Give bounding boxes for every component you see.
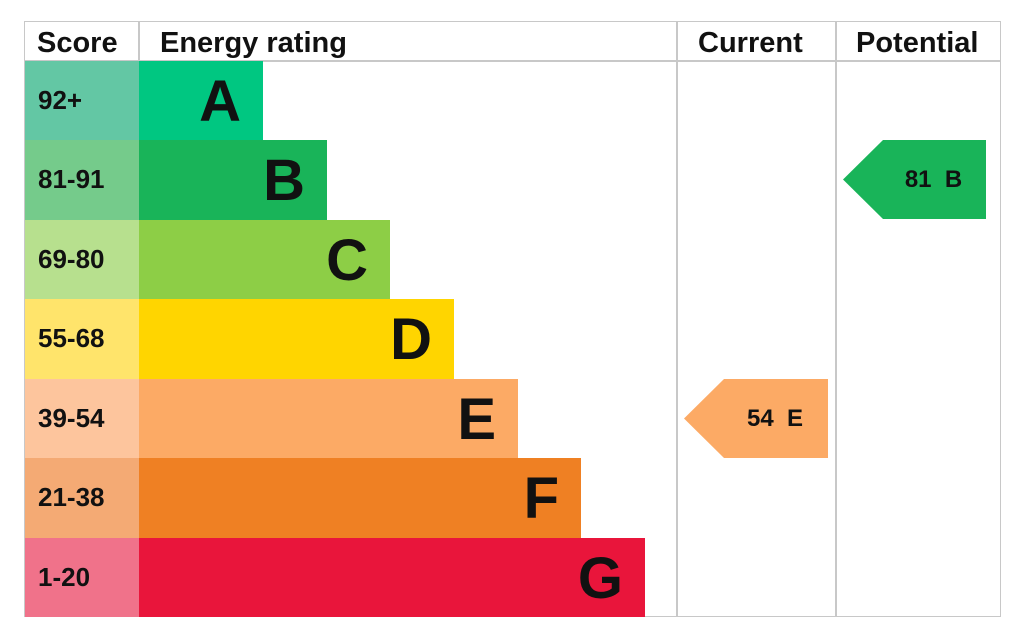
header-energy-rating: Energy rating bbox=[160, 27, 347, 59]
band-row-f: 21-38 F bbox=[25, 458, 676, 538]
score-range: 39-54 bbox=[25, 378, 139, 458]
header-potential: Potential bbox=[856, 27, 979, 59]
score-range: 81-91 bbox=[25, 140, 139, 220]
band-row-a: 92+ A bbox=[25, 60, 676, 140]
score-range: 55-68 bbox=[25, 299, 139, 379]
rating-bar: A bbox=[139, 60, 263, 140]
band-row-e: 39-54 E bbox=[25, 378, 676, 458]
header-score: Score bbox=[37, 27, 118, 59]
score-range: 1-20 bbox=[25, 537, 139, 617]
column-divider-rating bbox=[676, 22, 678, 616]
arrow-shape-icon bbox=[684, 378, 828, 458]
rating-bar: C bbox=[139, 219, 390, 299]
column-divider-current bbox=[835, 22, 837, 616]
score-range: 92+ bbox=[25, 60, 139, 140]
score-range: 69-80 bbox=[25, 219, 139, 299]
current-rating-label: 54 E bbox=[746, 404, 804, 432]
potential-rating-arrow: 81 B bbox=[843, 140, 986, 219]
band-row-c: 69-80 C bbox=[25, 219, 676, 299]
score-range: 21-38 bbox=[25, 458, 139, 538]
potential-rating-label: 81 B bbox=[904, 166, 963, 193]
rating-bar: B bbox=[139, 140, 327, 220]
band-row-g: 1-20 G bbox=[25, 537, 676, 617]
rating-bar: G bbox=[139, 537, 645, 617]
arrow-shape-icon bbox=[843, 140, 986, 219]
current-rating-arrow: 54 E bbox=[684, 378, 828, 458]
rating-bar: F bbox=[139, 458, 581, 538]
header-current: Current bbox=[698, 27, 803, 59]
band-row-b: 81-91 B bbox=[25, 140, 676, 220]
rating-bar: E bbox=[139, 378, 518, 458]
rating-bar: D bbox=[139, 299, 454, 379]
band-row-d: 55-68 D bbox=[25, 299, 676, 379]
energy-rating-table: Score Energy rating Current Potential 92… bbox=[24, 21, 1001, 617]
header-divider bbox=[25, 60, 1000, 62]
